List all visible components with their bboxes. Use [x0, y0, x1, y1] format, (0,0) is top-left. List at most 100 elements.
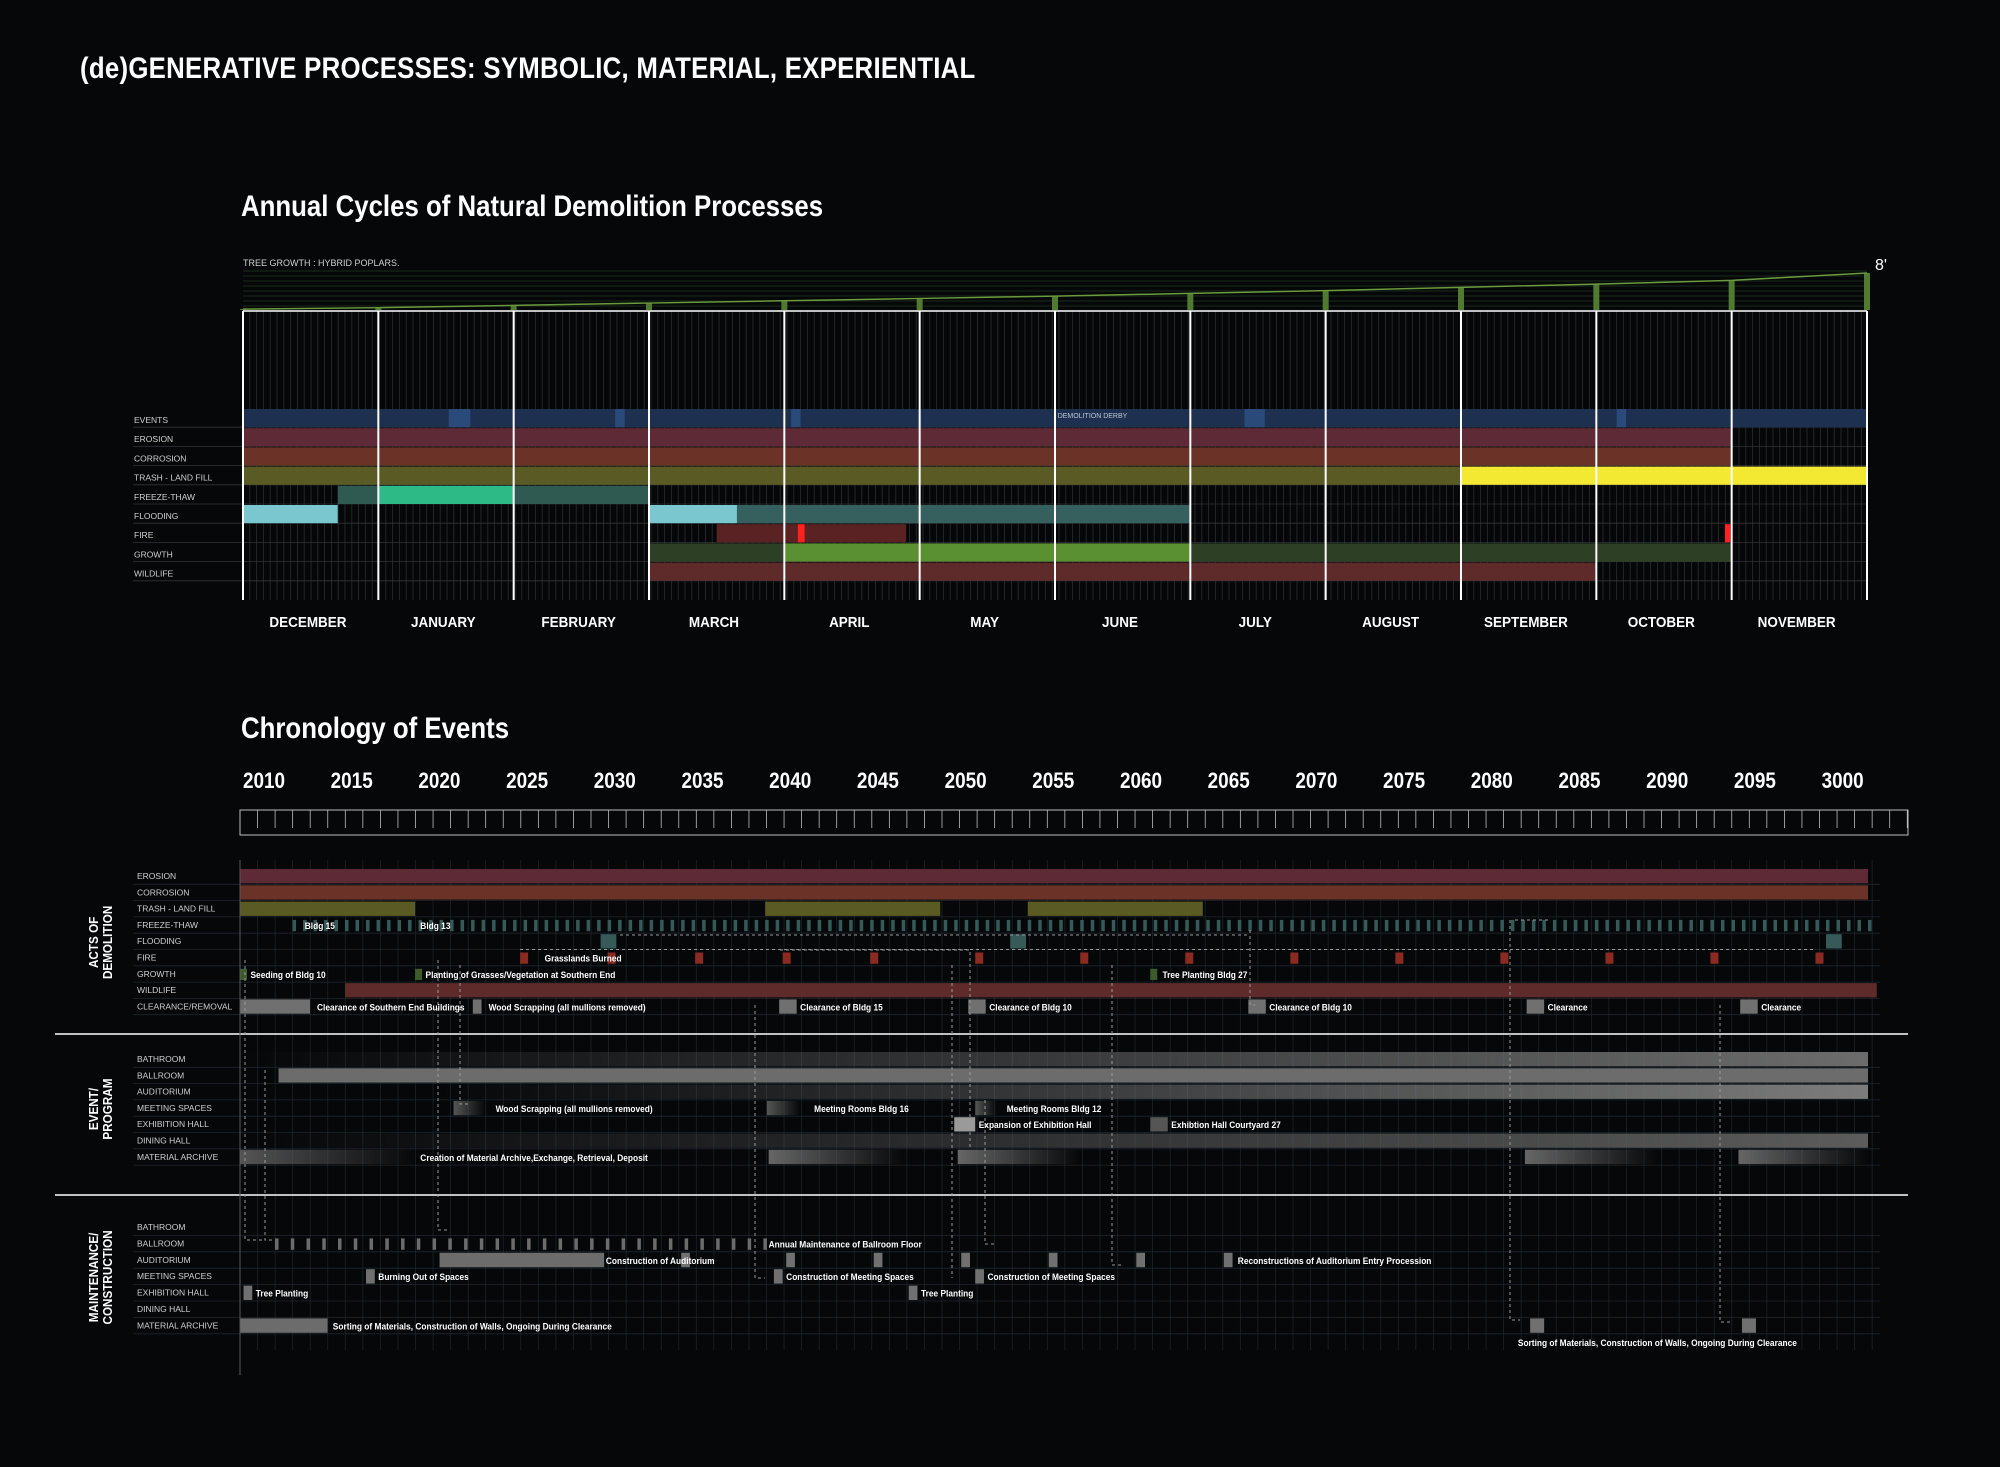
chron-tick-mark — [366, 919, 370, 932]
chron-tick-mark — [1710, 919, 1714, 932]
year-label: 2070 — [1295, 769, 1337, 794]
chron-tick-mark — [828, 919, 832, 932]
group-label-line: DEMOLITION — [100, 906, 115, 979]
chron-bar — [1741, 1318, 1756, 1333]
chron-tick-mark — [1720, 919, 1725, 932]
annual-bar — [797, 524, 805, 543]
chron-row-label: DINING HALL — [137, 1136, 191, 1146]
growth-mark — [240, 968, 247, 981]
fire-mark — [1710, 952, 1719, 964]
chron-tick-mark — [303, 919, 307, 932]
chron-bar — [240, 885, 1868, 900]
chron-tick-mark — [439, 919, 444, 932]
growth-mark — [415, 968, 423, 981]
chron-bar — [968, 999, 986, 1014]
annual-bar — [448, 409, 471, 428]
chron-tick-mark — [668, 1238, 673, 1250]
annual-bar — [649, 562, 1597, 581]
chron-tick-mark — [901, 919, 906, 932]
group-label-line: ACTS OF — [86, 916, 101, 968]
chron-tick-mark — [1489, 919, 1494, 932]
chron-tick-mark — [495, 1238, 500, 1250]
chron-row-label: WILDLIFE — [137, 985, 177, 995]
chron-tick-mark — [653, 1238, 657, 1250]
chron-row-label: AUDITORIUM — [137, 1255, 191, 1265]
chron-tick-mark — [1143, 919, 1147, 932]
main-title: (de)GENERATIVE PROCESSES: SYMBOLIC, MATE… — [80, 52, 976, 85]
chron-bar — [240, 869, 1868, 884]
event-annotation: Clearance of Southern End Buildings — [317, 1002, 465, 1013]
chron-row-label: BALLROOM — [137, 1070, 184, 1080]
annual-row-label: FLOODING — [134, 511, 178, 521]
chron-tick-mark — [744, 919, 748, 932]
chron-bar — [681, 1252, 690, 1268]
chron-tick-mark — [513, 919, 517, 932]
chron-tick-mark — [628, 919, 633, 932]
chron-row-label: BATHROOM — [137, 1222, 185, 1232]
chron-tick-mark — [943, 919, 948, 932]
chron-bar — [453, 1100, 486, 1116]
year-label: 2030 — [594, 769, 636, 794]
chron-tick-mark — [1384, 919, 1389, 932]
chron-tick-mark — [523, 919, 528, 932]
chron-tick-mark — [1636, 919, 1641, 932]
chron-tick-mark — [1269, 919, 1273, 932]
chron-row-label: CLEARANCE/REMOVAL — [137, 1001, 233, 1011]
month-label: SEPTEMBER — [1484, 614, 1568, 631]
month-label: NOVEMBER — [1758, 614, 1836, 631]
chron-tick-mark — [649, 919, 654, 932]
chron-tick-mark — [670, 919, 675, 932]
year-label: 2075 — [1383, 769, 1425, 794]
event-annotation: Tree Planting — [921, 1288, 973, 1299]
event-annotation: Reconstructions of Auditorium Entry Proc… — [1238, 1255, 1432, 1266]
fire-mark — [1395, 952, 1404, 964]
event-annotation: Sorting of Materials, Construction of Wa… — [333, 1321, 612, 1332]
chron-tick-mark — [460, 919, 465, 932]
chron-bar — [439, 1252, 605, 1268]
chron-tick-mark — [1479, 919, 1483, 932]
chron-bar — [243, 1285, 253, 1300]
chron-tick-mark — [1552, 919, 1557, 932]
tree-height-mark — [781, 300, 788, 310]
chron-tick-mark — [1069, 919, 1074, 932]
event-annotation: Tree Planting — [256, 1288, 308, 1299]
chron-tick-mark — [891, 919, 895, 932]
chron-tick-mark — [590, 1238, 594, 1250]
chron-bar — [957, 1149, 1081, 1165]
chron-bar — [1738, 1149, 1868, 1165]
chron-tick-mark — [324, 919, 328, 932]
chron-row-label: MEETING SPACES — [137, 1271, 212, 1281]
chron-bar — [472, 999, 482, 1014]
dashed-connector — [264, 1070, 275, 1241]
chron-bar — [1048, 1252, 1058, 1268]
dashed-connector — [754, 1005, 765, 1279]
annual-bar — [1244, 409, 1265, 428]
chron-tick-mark — [922, 919, 927, 932]
month-label: JANUARY — [411, 614, 476, 631]
chron-tick-mark — [1563, 919, 1567, 932]
tree-height-mark — [646, 303, 652, 310]
event-annotation: Bldg 15 — [305, 920, 335, 931]
chron-tick-mark — [1447, 919, 1452, 932]
year-label: 2080 — [1471, 769, 1513, 794]
group-label: MAINTENANCE/CONSTRUCTION — [86, 1230, 115, 1324]
fire-mark — [607, 952, 616, 964]
chron-tick-mark — [912, 919, 916, 932]
chron-tick-mark — [464, 1238, 468, 1250]
chron-row-label: MEETING SPACES — [137, 1103, 212, 1113]
chron-bar — [1526, 999, 1545, 1014]
chron-tick-mark — [954, 919, 958, 932]
chron-bar — [1248, 999, 1266, 1014]
chron-tick-mark — [1699, 919, 1704, 932]
chron-bar — [908, 1285, 918, 1300]
chron-tick-mark — [716, 1238, 720, 1250]
chron-tick-mark — [1300, 919, 1305, 932]
event-annotation: Meeting Rooms Bldg 16 — [814, 1103, 909, 1114]
chron-tick-mark — [450, 919, 454, 932]
chron-tick-mark — [355, 919, 360, 932]
tree-height-mark — [375, 307, 382, 310]
chron-tick-mark — [1332, 919, 1336, 932]
fire-mark — [870, 952, 879, 964]
annual-row-label: EROSION — [134, 434, 173, 444]
tree-height-mark — [1864, 273, 1870, 310]
